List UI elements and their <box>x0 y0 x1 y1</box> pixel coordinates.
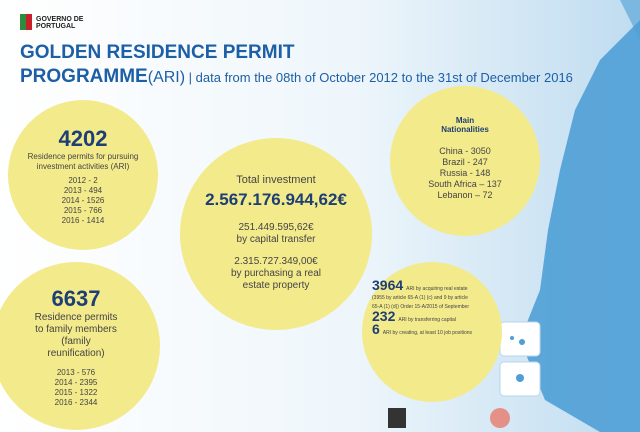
family-circle: 6637 Residence permits to family members… <box>0 262 160 430</box>
investment-label: Total investment <box>236 174 316 186</box>
nationality-item: Russia - 148 <box>439 168 491 178</box>
type-label: ARI by transferring capital <box>398 317 456 323</box>
nationalities-circle: Main Nationalities China - 3050 Brazil - … <box>390 86 540 236</box>
capital-label: by capital transfer <box>236 234 316 245</box>
realestate-label: by purchasing a real estate property <box>230 268 322 291</box>
nationality-item: South Africa – 137 <box>428 179 502 189</box>
family-label: Residence permits to family members (fam… <box>34 312 118 359</box>
types-circle: 3964 ARI by acquiring real estate (3955 b… <box>362 262 502 402</box>
logo-text: GOVERNO DE PORTUGAL <box>36 16 84 30</box>
year-item: 2016 - 2344 <box>54 398 98 407</box>
subtitle: PROGRAMME(ARI) | data from the 08th of O… <box>20 66 573 88</box>
year-item: 2015 - 766 <box>63 206 103 215</box>
title-word: PROGRAMME <box>20 66 148 87</box>
type-item: 232 ARI by transferring capital <box>372 309 472 323</box>
nationalities-title: Main Nationalities <box>441 116 489 134</box>
year-item: 2013 - 494 <box>63 186 103 195</box>
permits-label: Residence permits for pursuing investmen… <box>27 152 139 171</box>
investment-total: 2.567.176.944,62€ <box>205 190 347 209</box>
realestate-amount: 2.315.727.349,00€ <box>234 256 318 267</box>
nationalities-list: China - 3050 Brazil - 247 Russia - 148 Sout… <box>390 146 540 201</box>
capital-amount: 251.449.595,62€ <box>238 222 314 233</box>
permits-total: 4202 <box>58 126 108 151</box>
type-number: 232 <box>372 308 396 324</box>
permits-by-year: 2012 - 2 2013 - 494 2014 - 1526 2015 - 766 2… <box>8 176 158 226</box>
type-number: 3964 <box>372 277 404 293</box>
title: GOLDEN RESIDENCE PERMIT <box>20 42 295 63</box>
type-number: 6 <box>372 321 380 337</box>
types-list: 3964 ARI by acquiring real estate (3955 b… <box>372 278 473 336</box>
year-item: 2015 - 1322 <box>54 388 98 397</box>
type-item: 3964 ARI by acquiring real estate (3955 b… <box>372 278 472 310</box>
family-total: 6637 <box>51 286 101 311</box>
nationality-item: China - 3050 <box>439 146 491 156</box>
nationality-item: Lebanon – 72 <box>437 190 493 200</box>
year-item: 2014 - 1526 <box>61 196 105 205</box>
type-label: ARI by creating, at least 10 job positio… <box>382 330 473 336</box>
type-label: ARI by acquiring real estate (3955 by ar… <box>372 286 469 310</box>
title-abbr: (ARI) <box>147 69 186 86</box>
year-item: 2013 - 576 <box>56 368 96 377</box>
year-item: 2012 - 2 <box>68 176 98 185</box>
permits-circle: 4202 Residence permits for pursuing inve… <box>8 100 158 250</box>
nationality-item: Brazil - 247 <box>442 157 488 167</box>
family-by-year: 2013 - 576 2014 - 2395 2015 - 1322 2016 - 2… <box>0 368 160 408</box>
year-item: 2014 - 2395 <box>54 378 98 387</box>
year-item: 2016 - 1414 <box>61 216 105 225</box>
investment-circle: Total investment 2.567.176.944,62€ 251.4… <box>180 138 372 330</box>
type-item: 6 ARI by creating, at least 10 job positi… <box>372 322 473 336</box>
date-range: | data from the 08th of October 2012 to … <box>185 70 573 85</box>
